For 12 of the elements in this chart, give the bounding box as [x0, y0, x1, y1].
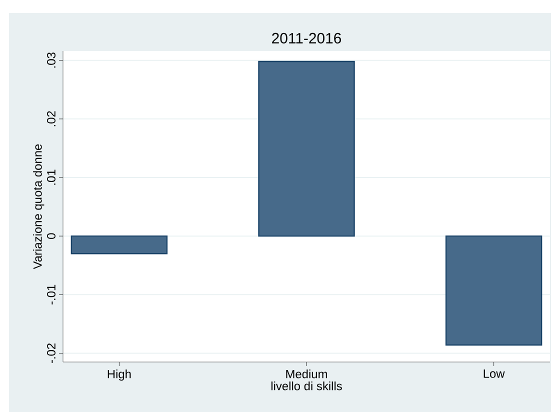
y-tick-label: -.01	[47, 284, 56, 304]
y-tick-label: 0	[47, 233, 56, 239]
y-tick-label: .03	[47, 52, 56, 68]
y-tick-label: .02	[47, 111, 56, 126]
y-tick-label: .01	[47, 170, 56, 185]
x-tick-label: Low	[484, 370, 505, 378]
y-axis-title: Variazione quota donne	[33, 144, 44, 270]
chart-title: 2011-2016	[272, 32, 342, 44]
x-tick-label: Medium	[286, 370, 327, 378]
x-tick-label: High	[108, 370, 131, 381]
x-axis-title: livello di skills	[271, 382, 342, 390]
y-tick-label: -.02	[47, 344, 56, 363]
